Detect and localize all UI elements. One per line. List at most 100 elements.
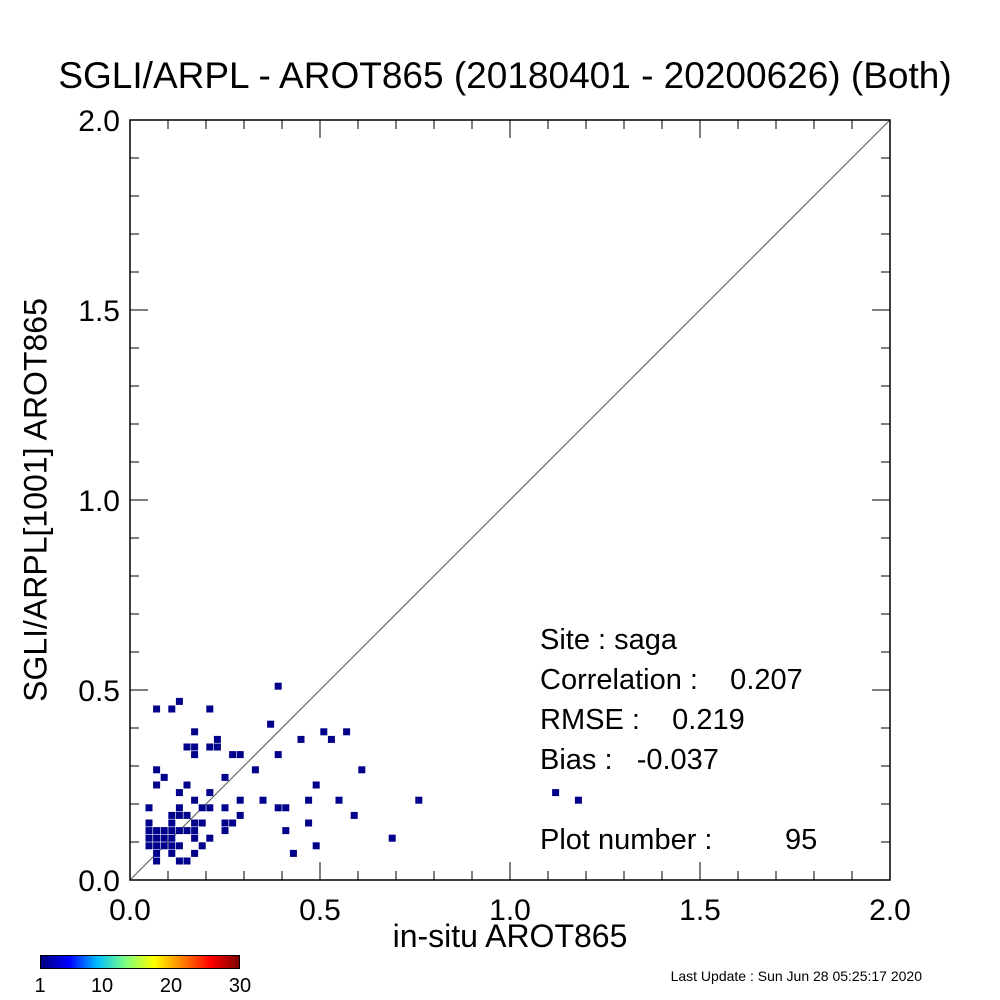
data-point: [388, 834, 396, 842]
data-point: [153, 857, 161, 865]
data-point: [251, 766, 259, 774]
data-point: [175, 842, 183, 850]
data-point: [206, 705, 214, 713]
data-point: [153, 705, 161, 713]
x-axis-label: in-situ AROT865: [392, 918, 628, 954]
stats-panel: Site : saga Correlation : 0.207 RMSE : 0…: [540, 620, 817, 860]
data-point: [153, 827, 161, 835]
data-point: [213, 735, 221, 743]
data-point: [160, 773, 168, 781]
data-point: [175, 697, 183, 705]
data-point: [183, 781, 191, 789]
data-point: [350, 811, 358, 819]
colorbar-tick-label: 20: [159, 975, 183, 997]
data-point: [183, 743, 191, 751]
data-point: [259, 796, 267, 804]
data-point: [305, 796, 313, 804]
data-point: [191, 743, 199, 751]
data-point: [153, 766, 161, 774]
data-point: [168, 705, 176, 713]
data-point: [221, 819, 229, 827]
data-point: [282, 804, 290, 812]
chart-title: SGLI/ARPL - AROT865 (20180401 - 20200626…: [58, 55, 952, 96]
data-point: [191, 796, 199, 804]
data-point: [335, 796, 343, 804]
data-point: [191, 834, 199, 842]
data-point: [183, 857, 191, 865]
data-point: [160, 842, 168, 850]
data-point: [183, 827, 191, 835]
data-point: [274, 804, 282, 812]
data-point: [236, 751, 244, 759]
one-to-one-line: [129, 119, 891, 881]
data-point: [552, 789, 560, 797]
last-update-text: Last Update : Sun Jun 28 05:25:17 2020: [670, 968, 922, 984]
y-tick-label: 1.5: [78, 295, 120, 328]
data-point: [312, 842, 320, 850]
data-point: [343, 728, 351, 736]
data-point: [236, 811, 244, 819]
data-point: [145, 842, 153, 850]
stat-correlation: Correlation : 0.207: [540, 664, 803, 696]
colorbar-tick-label: 30: [228, 975, 252, 997]
data-point: [175, 789, 183, 797]
data-point: [198, 842, 206, 850]
data-point: [206, 743, 214, 751]
data-point: [221, 827, 229, 835]
data-point: [191, 819, 199, 827]
data-point: [168, 849, 176, 857]
data-point: [160, 827, 168, 835]
data-point: [320, 728, 328, 736]
data-point: [168, 834, 176, 842]
data-point: [274, 751, 282, 759]
data-point: [198, 804, 206, 812]
data-point: [145, 834, 153, 842]
data-point: [191, 751, 199, 759]
data-point: [145, 827, 153, 835]
data-point: [175, 811, 183, 819]
stat-rmse: RMSE : 0.219: [540, 704, 745, 736]
x-tick-label: 2.0: [869, 894, 911, 927]
data-point: [145, 804, 153, 812]
data-point: [358, 766, 366, 774]
data-point: [274, 682, 282, 690]
data-point: [191, 849, 199, 857]
data-point: [160, 834, 168, 842]
colorbar-tick-label: 1: [34, 975, 46, 997]
y-tick-label: 1.0: [78, 485, 120, 518]
data-point: [191, 827, 199, 835]
data-point: [289, 849, 297, 857]
data-point: [175, 827, 183, 835]
data-point: [574, 796, 582, 804]
x-tick-label: 1.5: [679, 894, 721, 927]
data-point: [175, 857, 183, 865]
data-point: [168, 819, 176, 827]
data-point: [168, 811, 176, 819]
data-point: [206, 804, 214, 812]
data-point: [297, 735, 305, 743]
stat-site: Site : saga: [540, 624, 678, 656]
data-point: [175, 804, 183, 812]
data-point: [191, 728, 199, 736]
data-point: [153, 781, 161, 789]
y-tick-label: 0.5: [78, 675, 120, 708]
data-point: [267, 720, 275, 728]
data-point: [229, 751, 237, 759]
colorbar: [40, 955, 240, 969]
data-point: [168, 827, 176, 835]
x-tick-label: 1.0: [489, 894, 531, 927]
stat-plot-number: Plot number : 95: [540, 824, 818, 856]
data-point: [213, 743, 221, 751]
data-point: [168, 842, 176, 850]
x-tick-label: 0.0: [109, 894, 151, 927]
data-point: [153, 849, 161, 857]
data-point: [198, 819, 206, 827]
y-tick-label: 2.0: [78, 105, 120, 138]
data-point: [145, 819, 153, 827]
data-point: [183, 811, 191, 819]
data-point: [221, 804, 229, 812]
data-point: [153, 834, 161, 842]
data-point: [415, 796, 423, 804]
data-point: [153, 842, 161, 850]
y-tick-label: 0.0: [78, 865, 120, 898]
